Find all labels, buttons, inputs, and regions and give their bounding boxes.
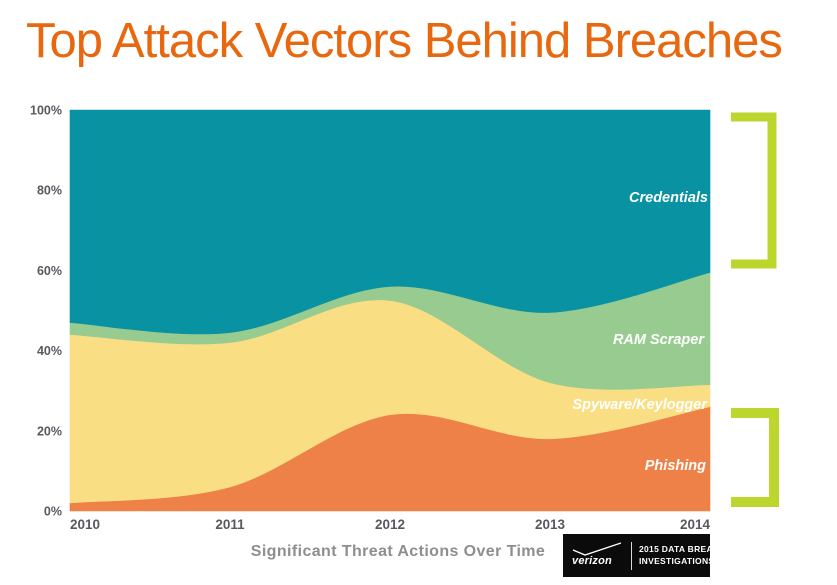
x-axis-tick-label: 2011 [215, 517, 245, 532]
x-axis-tick-label: 2014 [680, 517, 711, 532]
y-axis-tick-label: 20% [37, 424, 62, 438]
badge-line1: 2015 DATA BREACH [639, 544, 726, 555]
verizon-swoosh-icon [572, 541, 622, 556]
y-axis-tick-label: 60% [37, 264, 62, 278]
x-axis-tick-label: 2012 [375, 517, 405, 532]
badge-divider [631, 541, 632, 570]
y-axis-tick-label: 80% [37, 184, 62, 198]
series-label-credentials: Credentials [629, 190, 708, 206]
series-label-spyware-keylogger: Spyware/Keylogger [572, 397, 708, 413]
x-axis-tick-label: 2010 [70, 517, 100, 532]
verizon-logo: verizon [571, 541, 623, 571]
page-title: Top Attack Vectors Behind Breaches [26, 14, 783, 68]
verizon-badge: verizon 2015 DATA BREACH INVESTIGATIONS … [563, 534, 754, 577]
area-credentials [69, 109, 711, 335]
phishing-bracket [731, 408, 779, 507]
verizon-wordmark: verizon [572, 554, 612, 567]
badge-report-title: 2015 DATA BREACH INVESTIGATIONS REPORT [639, 544, 754, 566]
x-axis-tick-label: 2013 [535, 517, 566, 532]
series-label-phishing: Phishing [645, 458, 706, 474]
credentials-bracket [731, 112, 777, 269]
y-axis-tick-label: 40% [37, 344, 62, 358]
chart-caption: Significant Threat Actions Over Time [250, 543, 546, 560]
badge-line2: INVESTIGATIONS REPORT [639, 555, 755, 566]
y-axis-tick-label: 100% [30, 104, 62, 118]
y-axis-tick-label: 0% [44, 505, 62, 519]
series-label-ram-scraper: RAM Scraper [613, 332, 705, 348]
